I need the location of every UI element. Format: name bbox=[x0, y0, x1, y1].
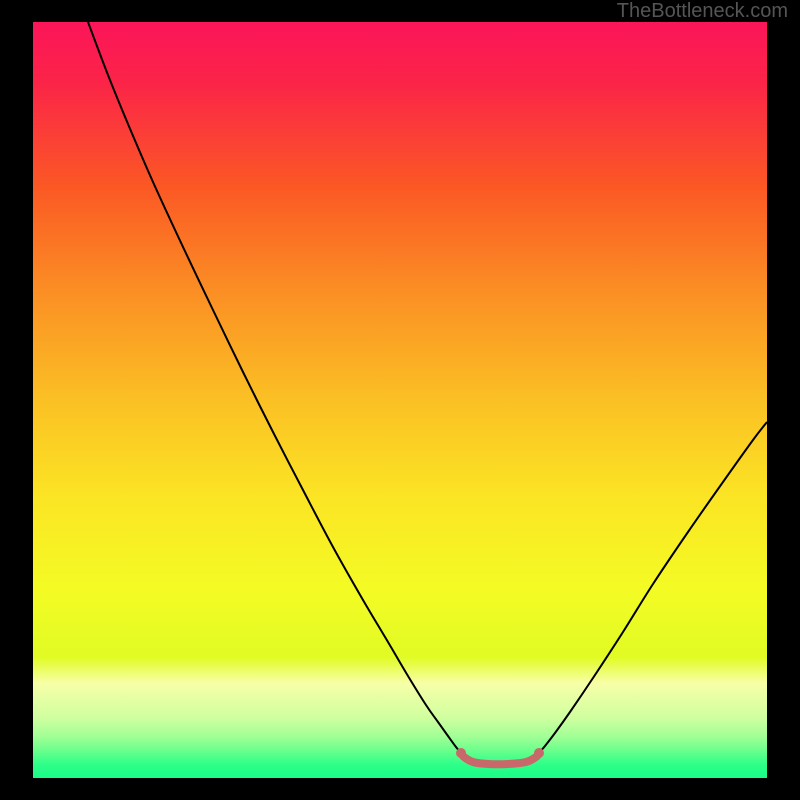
chart-root: TheBottleneck.com bbox=[0, 0, 800, 800]
plot-area bbox=[33, 22, 767, 778]
watermark-text: TheBottleneck.com bbox=[617, 0, 788, 23]
gradient-background bbox=[33, 22, 767, 778]
